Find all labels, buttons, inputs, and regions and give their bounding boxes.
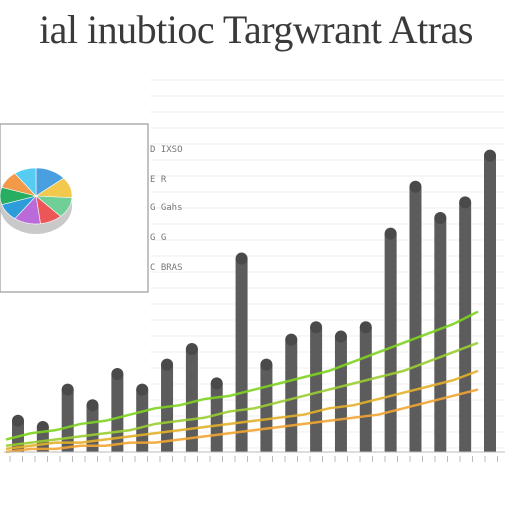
bar: [409, 186, 422, 453]
legend-label: D IXSO: [150, 145, 183, 155]
bar-cap: [161, 358, 174, 371]
bar-cap: [36, 421, 49, 434]
pie-panel: [0, 123, 149, 293]
bar-cap: [434, 212, 447, 224]
bar-cap: [136, 383, 149, 396]
bar: [310, 327, 323, 452]
bar-cap: [334, 330, 347, 343]
bar: [359, 327, 372, 452]
series-line: [5, 388, 479, 454]
bar: [434, 218, 447, 452]
chart-title: ial inubtioc Targwrant Atras: [39, 7, 473, 52]
pie-slice: [14, 167, 37, 197]
bar: [235, 258, 248, 452]
bar: [334, 336, 347, 452]
series-line: [5, 341, 479, 448]
bar-cap: [12, 414, 24, 427]
bar-cap: [359, 321, 372, 334]
bar-cap: [210, 377, 223, 390]
bar: [210, 383, 223, 452]
bar-cap: [384, 227, 397, 240]
pie-chart: [0, 167, 73, 234]
bar: [484, 155, 496, 452]
bar: [185, 349, 198, 452]
bar-series: [12, 149, 496, 453]
bar-cap: [185, 343, 198, 356]
bar-cap: [260, 358, 273, 371]
bar-cap: [310, 321, 323, 334]
x-tick-marks: [9, 456, 498, 462]
bar: [384, 233, 397, 452]
bar-cap: [235, 252, 248, 265]
legend: D IXSO E R G Gahs G G C BRAS: [150, 145, 183, 273]
bar-cap: [86, 399, 99, 412]
bar-cap: [459, 196, 472, 209]
line-series: [5, 310, 479, 454]
series-line: [5, 369, 479, 451]
bar-cap: [409, 180, 422, 193]
bar-cap: [111, 368, 124, 380]
bar: [111, 374, 124, 452]
legend-label: G G: [150, 233, 166, 243]
legend-label: E R: [150, 175, 167, 185]
bar: [459, 202, 472, 452]
legend-label: C BRAS: [150, 263, 183, 273]
bar: [260, 364, 273, 452]
series-line: [5, 310, 479, 441]
bar-cap: [484, 149, 496, 162]
bar: [285, 339, 298, 452]
legend-label: G Gahs: [150, 203, 183, 213]
background-grid: [150, 79, 505, 449]
bar-cap: [61, 383, 74, 396]
bar-cap: [285, 333, 298, 346]
